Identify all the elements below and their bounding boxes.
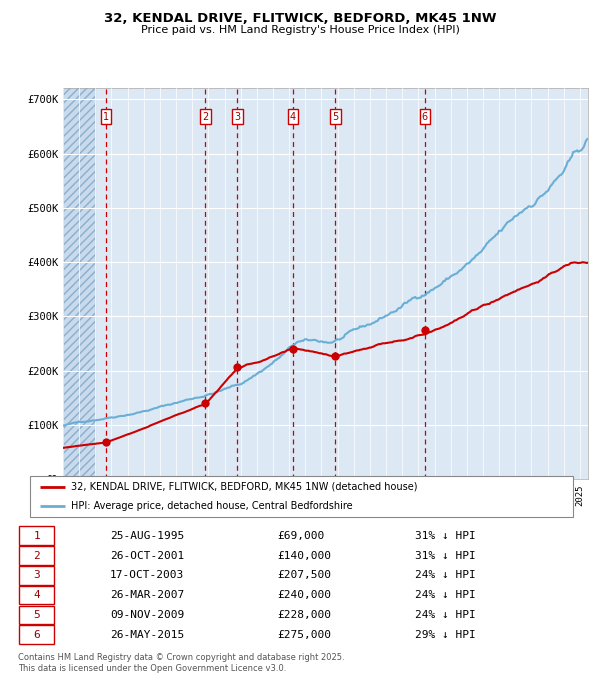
FancyBboxPatch shape bbox=[19, 546, 54, 565]
Text: 26-MAY-2015: 26-MAY-2015 bbox=[110, 630, 184, 640]
Text: 2: 2 bbox=[34, 551, 40, 560]
Text: This data is licensed under the Open Government Licence v3.0.: This data is licensed under the Open Gov… bbox=[18, 664, 286, 673]
FancyBboxPatch shape bbox=[30, 476, 573, 517]
Text: 2: 2 bbox=[202, 112, 209, 122]
FancyBboxPatch shape bbox=[19, 526, 54, 545]
Text: £228,000: £228,000 bbox=[277, 610, 331, 620]
Text: 5: 5 bbox=[332, 112, 338, 122]
Text: 6: 6 bbox=[34, 630, 40, 640]
Text: 24% ↓ HPI: 24% ↓ HPI bbox=[415, 590, 476, 600]
Text: 3: 3 bbox=[234, 112, 241, 122]
Text: £140,000: £140,000 bbox=[277, 551, 331, 560]
Text: Price paid vs. HM Land Registry's House Price Index (HPI): Price paid vs. HM Land Registry's House … bbox=[140, 25, 460, 35]
FancyBboxPatch shape bbox=[19, 566, 54, 585]
FancyBboxPatch shape bbox=[19, 586, 54, 605]
Text: 1: 1 bbox=[34, 530, 40, 541]
Text: 25-AUG-1995: 25-AUG-1995 bbox=[110, 530, 184, 541]
Text: 6: 6 bbox=[422, 112, 428, 122]
Text: 09-NOV-2009: 09-NOV-2009 bbox=[110, 610, 184, 620]
Text: 3: 3 bbox=[34, 571, 40, 580]
FancyBboxPatch shape bbox=[19, 606, 54, 624]
FancyBboxPatch shape bbox=[19, 626, 54, 644]
Text: 26-OCT-2001: 26-OCT-2001 bbox=[110, 551, 184, 560]
Text: 32, KENDAL DRIVE, FLITWICK, BEDFORD, MK45 1NW (detached house): 32, KENDAL DRIVE, FLITWICK, BEDFORD, MK4… bbox=[71, 481, 417, 492]
Text: £207,500: £207,500 bbox=[277, 571, 331, 580]
Text: Contains HM Land Registry data © Crown copyright and database right 2025.: Contains HM Land Registry data © Crown c… bbox=[18, 653, 344, 662]
Text: 4: 4 bbox=[290, 112, 296, 122]
Text: 32, KENDAL DRIVE, FLITWICK, BEDFORD, MK45 1NW: 32, KENDAL DRIVE, FLITWICK, BEDFORD, MK4… bbox=[104, 12, 496, 25]
Bar bbox=[63, 88, 95, 479]
Text: 5: 5 bbox=[34, 610, 40, 620]
Text: HPI: Average price, detached house, Central Bedfordshire: HPI: Average price, detached house, Cent… bbox=[71, 501, 352, 511]
Text: 26-MAR-2007: 26-MAR-2007 bbox=[110, 590, 184, 600]
Text: £275,000: £275,000 bbox=[277, 630, 331, 640]
Text: 24% ↓ HPI: 24% ↓ HPI bbox=[415, 571, 476, 580]
Text: £69,000: £69,000 bbox=[277, 530, 324, 541]
Text: 4: 4 bbox=[34, 590, 40, 600]
Text: 31% ↓ HPI: 31% ↓ HPI bbox=[415, 551, 476, 560]
Text: 1: 1 bbox=[103, 112, 109, 122]
Text: 17-OCT-2003: 17-OCT-2003 bbox=[110, 571, 184, 580]
Text: 24% ↓ HPI: 24% ↓ HPI bbox=[415, 610, 476, 620]
Text: 29% ↓ HPI: 29% ↓ HPI bbox=[415, 630, 476, 640]
Text: £240,000: £240,000 bbox=[277, 590, 331, 600]
Text: 31% ↓ HPI: 31% ↓ HPI bbox=[415, 530, 476, 541]
